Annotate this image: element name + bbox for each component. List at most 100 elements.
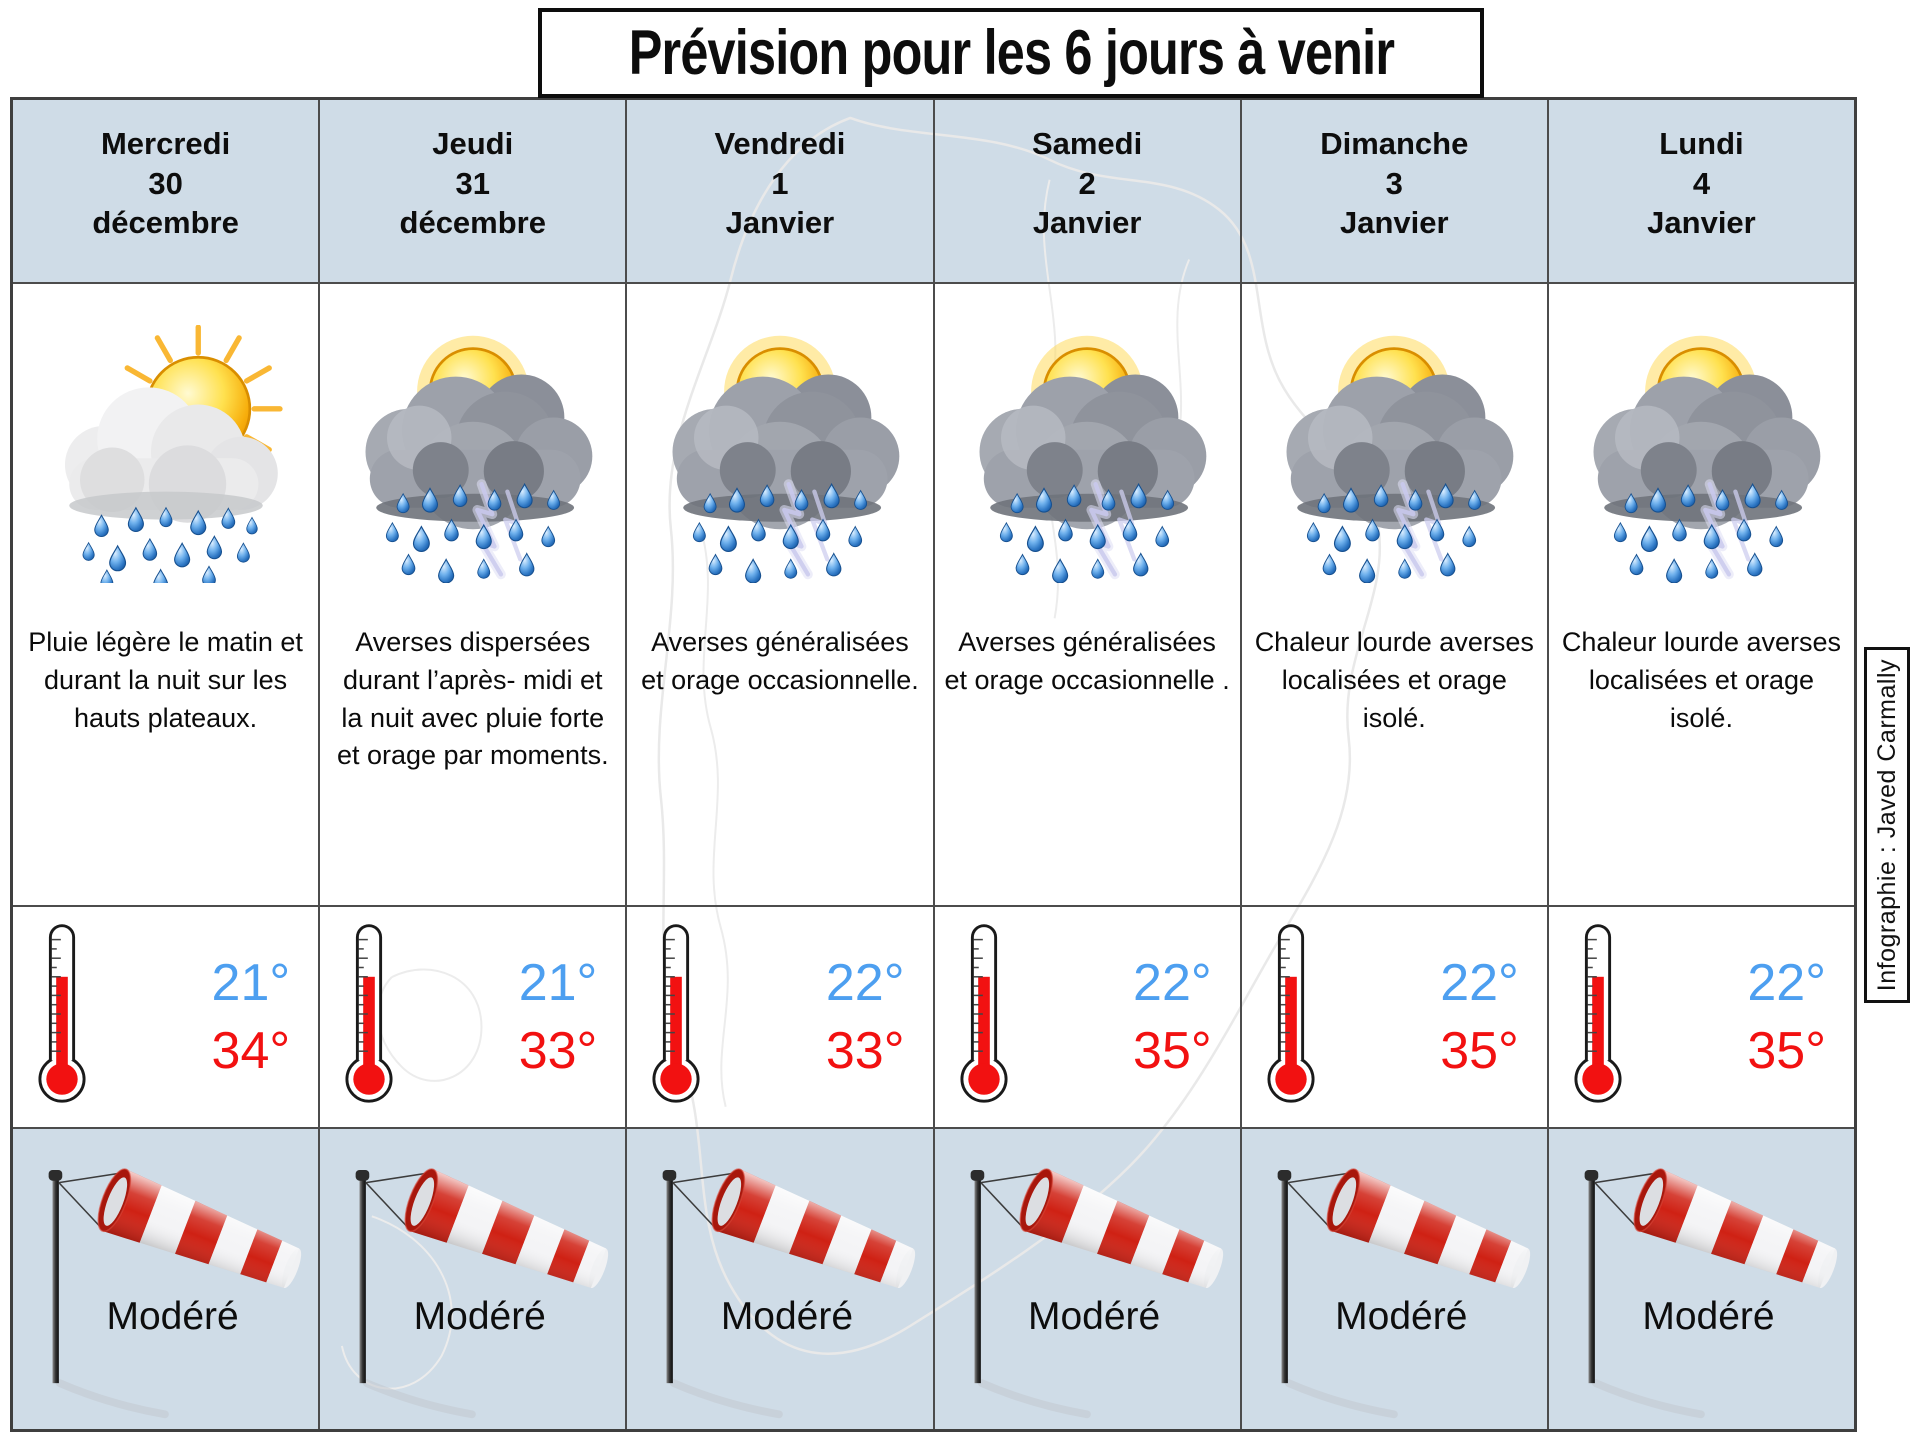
weather-icon-svg: [344, 325, 602, 583]
temperatures: 22° 35°: [1318, 907, 1547, 1127]
day-columns: Mercredi 30 décembre Pluie légère le mat…: [13, 100, 1855, 1429]
weather-description: Averses généralisées et orage occasionne…: [641, 627, 919, 695]
page-title: Prévision pour les 6 jours à venir: [538, 8, 1484, 98]
day-header: Jeudi 31 décembre: [320, 100, 626, 284]
thermometer-icon: [345, 924, 393, 1103]
weather-description: Pluie légère le matin et durant la nuit …: [28, 627, 303, 733]
day-month: décembre: [92, 205, 239, 241]
day-column: Lundi 4 Janvier Chaleur lourde averses l…: [1548, 100, 1855, 1429]
wind-cell: Modéré: [1549, 1129, 1854, 1429]
storm-rain-icon: [627, 284, 932, 616]
temperature-max: 35°: [1747, 1022, 1827, 1080]
day-name: Jeudi: [432, 126, 514, 161]
weather-icon-svg: [1265, 325, 1523, 583]
wind-strength-label: Modéré: [413, 1295, 546, 1338]
infographic-credit-text: Infographie : Javed Carmally: [1872, 658, 1901, 992]
storm-rain-icon: [320, 284, 625, 616]
thermometer-icon: [1574, 924, 1622, 1103]
wind-cell: Modéré: [1242, 1129, 1547, 1429]
day-name: Mercredi: [100, 126, 231, 161]
day-number: 4: [1692, 165, 1711, 201]
day-month: décembre: [399, 205, 546, 241]
windsock-icon: [17, 1137, 309, 1421]
day-number: 3: [1385, 165, 1403, 201]
day-column: Vendredi 1 Janvier Averses généralisées …: [627, 100, 935, 1429]
windsock-icon: [631, 1137, 923, 1421]
weather-description: Averses généralisées et orage occasionne…: [944, 627, 1230, 695]
day-number: 30: [148, 165, 183, 201]
day-number: 2: [1078, 165, 1096, 201]
weather-icon-svg: [37, 325, 295, 583]
weather-icon-svg: [651, 325, 909, 583]
day-header: Samedi 2 Janvier: [934, 100, 1240, 284]
temperature-max: 33°: [825, 1022, 905, 1080]
temperature-cell: 22° 35°: [1548, 907, 1855, 1129]
weather-description: Averses dispersées durant l’après- midi …: [336, 627, 609, 771]
day-column: Samedi 2 Janvier Averses généralisées et…: [934, 100, 1242, 1429]
wind-cell: Modéré: [13, 1129, 318, 1429]
temperature-max: 34°: [211, 1022, 291, 1080]
day-number: 1: [771, 165, 789, 201]
day-column: Jeudi 31 décembre Averses dispersées dur…: [320, 100, 628, 1429]
temperature-min: 22°: [1747, 954, 1827, 1012]
temperature-max: 35°: [1133, 1022, 1212, 1080]
day-name: Lundi: [1659, 126, 1744, 161]
temperatures: 22° 33°: [703, 907, 932, 1127]
thermometer-icon: [1267, 924, 1315, 1103]
sun-rain-icon: [13, 284, 318, 616]
day-name: Samedi: [1031, 126, 1143, 161]
temperature-cell: 22° 35°: [934, 907, 1240, 1129]
temperature-min: 22°: [1133, 954, 1212, 1012]
windsock-icon: [324, 1137, 616, 1421]
temperature-min: 22°: [825, 954, 905, 1012]
day-header: Lundi 4 Janvier: [1548, 100, 1855, 284]
weather-cell: Averses généralisées et orage occasionne…: [934, 284, 1240, 907]
temperatures: 22° 35°: [1011, 907, 1240, 1127]
temperatures: 21° 34°: [89, 907, 318, 1127]
weather-cell: Averses généralisées et orage occasionne…: [627, 284, 933, 907]
day-header: Vendredi 1 Janvier: [627, 100, 933, 284]
day-column: Mercredi 30 décembre Pluie légère le mat…: [13, 100, 321, 1429]
day-header: Mercredi 30 décembre: [13, 100, 319, 284]
windsock-icon: [1246, 1137, 1538, 1421]
storm-rain-icon: [935, 284, 1240, 616]
storm-rain-icon: [1549, 284, 1854, 616]
day-month: Janvier: [725, 205, 835, 241]
temperature-max: 33°: [518, 1022, 598, 1080]
day-header: Dimanche 3 Janvier: [1241, 100, 1547, 284]
day-month: Janvier: [1032, 205, 1142, 241]
temperature-min: 21°: [518, 954, 598, 1012]
wind-strength-label: Modéré: [720, 1295, 854, 1338]
thermometer-icon: [652, 924, 700, 1103]
forecast-table: Mercredi 30 décembre Pluie légère le mat…: [10, 97, 1857, 1432]
day-name: Vendredi: [714, 126, 846, 161]
day-month: Janvier: [1339, 205, 1449, 241]
wind-cell: Modéré: [320, 1129, 625, 1429]
day-column: Dimanche 3 Janvier Chaleur lourde averse…: [1241, 100, 1549, 1429]
storm-rain-icon: [1242, 284, 1547, 616]
windsock-icon: [939, 1137, 1231, 1421]
weather-icon-svg: [958, 325, 1216, 583]
temperatures: 21° 33°: [396, 907, 625, 1127]
day-name: Dimanche: [1320, 126, 1469, 161]
weather-icon-svg: [1572, 325, 1830, 583]
wind-cell: Modéré: [935, 1129, 1240, 1429]
wind-cell: Modéré: [627, 1129, 932, 1429]
wind-strength-label: Modéré: [1027, 1295, 1161, 1338]
temperature-cell: 22° 33°: [627, 907, 933, 1129]
temperature-max: 35°: [1440, 1022, 1519, 1080]
temperature-min: 21°: [211, 954, 291, 1012]
wind-strength-label: Modéré: [106, 1295, 239, 1338]
temperature-min: 22°: [1440, 954, 1519, 1012]
windsock-icon: [1553, 1137, 1845, 1421]
weather-cell: Averses dispersées durant l’après- midi …: [320, 284, 626, 907]
weather-cell: Chaleur lourde averses localisées et ora…: [1241, 284, 1547, 907]
temperatures: 22° 35°: [1625, 907, 1854, 1127]
thermometer-icon: [959, 924, 1008, 1103]
temperature-cell: 21° 34°: [13, 907, 319, 1129]
weather-cell: Chaleur lourde averses localisées et ora…: [1548, 284, 1855, 907]
weather-description: Chaleur lourde averses localisées et ora…: [1561, 627, 1842, 733]
wind-strength-label: Modéré: [1642, 1295, 1775, 1338]
day-number: 31: [455, 165, 490, 201]
